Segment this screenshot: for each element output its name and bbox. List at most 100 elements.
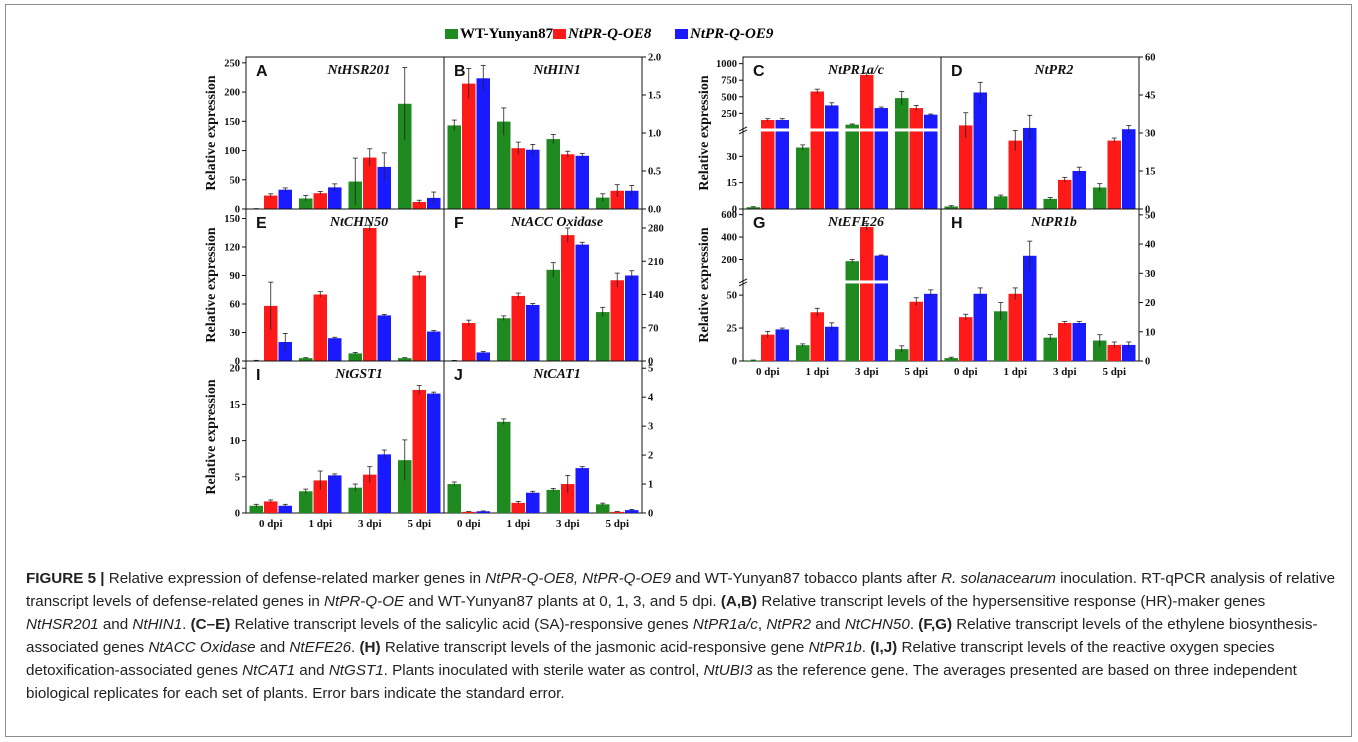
y-tick-label: 100 — [224, 146, 240, 157]
y-tick-label: 60 — [230, 300, 241, 311]
legend-label-WT: WT-Yunyan87 — [460, 26, 554, 42]
panel-J: 0 1 2 3 4 5 J NtCAT1 — [443, 360, 654, 520]
bar-OE9 — [476, 78, 490, 209]
bar-WT — [596, 312, 610, 361]
y-tick-label: 500 — [721, 92, 737, 103]
panel-letter: D — [951, 63, 963, 80]
bar-OE9 — [575, 155, 589, 209]
panel-frame — [443, 360, 643, 514]
bar-OE8 — [761, 334, 775, 361]
bar-OE8 — [909, 108, 923, 209]
bar-OE8 — [860, 74, 874, 210]
y-axis-title: Relative expression — [697, 227, 712, 342]
x-tick-label: 0 dpi — [954, 366, 978, 378]
y-tick-label: 15 — [1145, 167, 1156, 178]
panel-C: 0 15 30 250 500 750 1000 C NtPR1a/c — [716, 56, 942, 216]
bar-OE9 — [775, 120, 789, 209]
bar-WT — [546, 489, 560, 513]
panel-letter: A — [256, 63, 268, 80]
bar-OE9 — [775, 329, 789, 361]
bar-OE8 — [1107, 140, 1121, 209]
bar-WT — [596, 504, 610, 513]
bar-OE8 — [561, 154, 575, 209]
bar-WT — [1043, 337, 1057, 361]
caption-segment: and — [295, 662, 329, 679]
y-tick-label: 1 — [648, 480, 653, 491]
x-tick-label: 0 dpi — [457, 518, 481, 530]
bar-OE9 — [874, 255, 888, 361]
y-tick-label: 5 — [235, 472, 240, 483]
bar-WT — [944, 358, 958, 361]
y-tick-label: 15 — [230, 400, 241, 411]
caption-segment: . — [861, 639, 871, 656]
caption-segment: and — [98, 616, 133, 633]
caption-segment: (H) — [359, 639, 381, 656]
gene-name: NtACC Oxidase — [510, 215, 603, 230]
bar-OE9 — [1072, 171, 1086, 209]
caption-segment: NtPR1b — [808, 639, 862, 656]
bar-OE8 — [810, 312, 824, 361]
caption-segment: . — [909, 616, 919, 633]
x-tick-label: 5 dpi — [605, 518, 629, 530]
y-tick-label: 0.5 — [648, 167, 661, 178]
y-tick-label: 50 — [230, 175, 241, 186]
bar-OE8 — [959, 317, 973, 361]
bar-WT — [299, 491, 313, 513]
caption-segment: (I,J) — [870, 639, 898, 656]
caption-segment: NtPR-Q-OE — [324, 593, 405, 610]
bar-OE8 — [264, 305, 278, 361]
y-tick-label: 50 — [727, 291, 738, 302]
panel-frame — [940, 208, 1140, 362]
y-tick-label: 0 — [235, 357, 240, 368]
bar-OE9 — [1122, 129, 1136, 209]
break-mark — [738, 281, 748, 287]
bar-OE8 — [1058, 323, 1072, 361]
caption-segment: (A,B) — [720, 593, 758, 610]
y-tick-label: 45 — [1145, 91, 1156, 102]
y-tick-label: 0 — [732, 205, 737, 216]
bar-OE9 — [874, 108, 888, 209]
bar-WT — [1043, 198, 1057, 209]
bar-OE9 — [1023, 127, 1037, 209]
bar-OE8 — [363, 228, 377, 361]
caption-segment: NtACC Oxidase — [148, 639, 256, 656]
y-tick-label: 120 — [224, 243, 240, 254]
bar-OE8 — [1107, 344, 1121, 361]
y-tick-label: 200 — [224, 88, 240, 99]
y-tick-label: 1000 — [716, 59, 737, 70]
y-tick-label: 210 — [648, 257, 664, 268]
gene-name: NtPR1a/c — [827, 63, 885, 78]
caption-segment: NtHSR201 — [26, 616, 99, 633]
caption-segment: inoculation. RT-qPCR analysis of relativ… — [26, 570, 1336, 610]
caption-segment: as the reference gene. The averages pres… — [26, 662, 1297, 702]
x-tick-label: 1 dpi — [506, 518, 530, 530]
bar-OE8 — [462, 83, 476, 209]
bar-OE8 — [610, 511, 624, 513]
y-tick-label: 30 — [727, 152, 738, 163]
y-tick-label: 0 — [1145, 357, 1150, 368]
bar-WT — [398, 103, 412, 209]
bar-OE8 — [1008, 293, 1022, 361]
bar-WT — [1093, 187, 1107, 209]
bar-OE9 — [973, 92, 987, 209]
bar-WT — [249, 505, 263, 513]
bar-OE9 — [278, 342, 292, 361]
y-tick-label: 150 — [224, 117, 240, 128]
bar-WT — [746, 360, 760, 361]
legend-label-OE9: NtPR-Q-OE9 — [689, 26, 774, 42]
caption-segment: Relative expression of defense-related m… — [104, 570, 486, 587]
caption-segment: FIGURE 5 | — [26, 570, 105, 587]
panel-letter: I — [256, 367, 260, 384]
caption-segment: Relative transcript levels of the jasmon… — [380, 639, 809, 656]
y-tick-label: 600 — [721, 210, 737, 221]
bar-OE9 — [1072, 323, 1086, 361]
bar-WT — [497, 121, 511, 209]
caption-segment: R. solanacearum — [941, 570, 1056, 587]
y-tick-label: 250 — [721, 109, 737, 120]
bar-OE9 — [526, 149, 540, 209]
y-tick-label: 2.0 — [648, 53, 661, 64]
y-tick-label: 20 — [1145, 298, 1156, 309]
bar-OE8 — [511, 295, 525, 361]
caption-segment: Relative transcript levels of the ethyle… — [26, 616, 1318, 656]
legend-swatch-OE8 — [553, 29, 566, 39]
